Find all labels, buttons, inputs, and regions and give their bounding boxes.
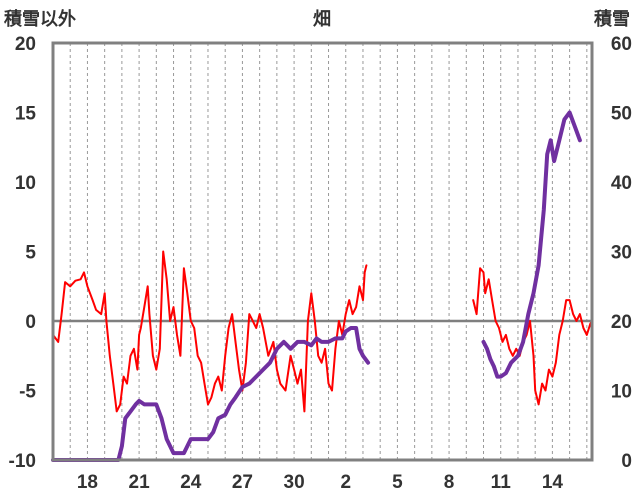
right-tick-label: 60 [611,34,632,55]
x-tick-label: 8 [444,472,455,493]
left-tick-label: 15 [15,104,37,125]
right-axis: 60 50 40 30 20 10 0 [611,34,632,472]
left-axis-label: 積雪以外 [3,8,76,30]
chart-title: 畑 [313,9,331,30]
x-tick-label: 11 [491,472,512,493]
other-series-line [52,250,368,413]
right-tick-label: 0 [621,451,632,472]
left-tick-label: 20 [15,34,36,55]
series-group [51,110,593,462]
right-tick-label: 40 [611,173,632,194]
x-tick-label: 30 [284,472,305,493]
plot-frame [51,41,594,462]
x-tick-label: 18 [77,472,98,493]
left-tick-label: 5 [25,243,36,264]
x-tick-label: 5 [392,472,403,493]
left-tick-label: -10 [9,451,36,472]
right-tick-label: 10 [611,382,632,403]
left-tick-label: 10 [15,173,36,194]
x-tick-label: 14 [542,472,564,493]
left-tick-label: 0 [25,312,36,333]
x-tick-label: 21 [129,472,151,493]
left-tick-label: -5 [19,382,36,403]
snow-series-line [51,326,371,462]
x-tick-label: 24 [180,472,202,493]
right-axis-label: 積雪 [593,8,630,30]
right-tick-label: 30 [611,243,632,264]
right-tick-label: 20 [611,312,632,333]
right-tick-label: 50 [611,104,632,125]
other-series-line [472,267,593,406]
left-axis: 20 15 10 5 0 -5 -10 [9,34,37,472]
grid [69,43,588,460]
x-tick-label: 27 [232,472,253,493]
x-tick-label: 2 [340,472,351,493]
x-axis: 18 21 24 27 30 2 5 8 11 14 [77,472,564,493]
snow-series-line [481,110,582,379]
